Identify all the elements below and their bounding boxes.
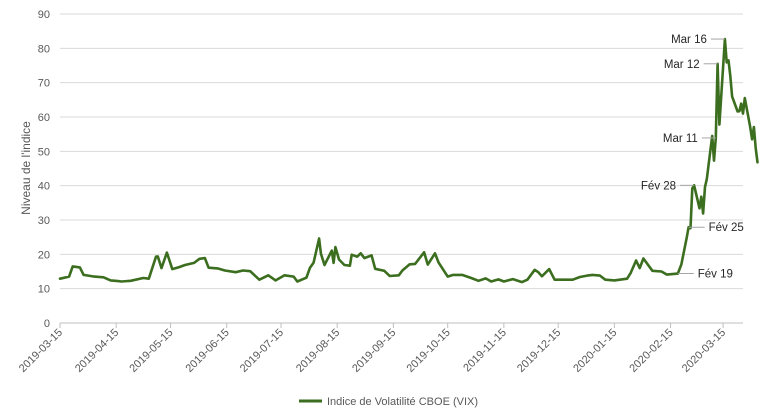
y-tick-label: 90: [38, 9, 50, 21]
y-tick-label: 40: [38, 181, 50, 193]
annotation: Mar 12: [664, 59, 718, 71]
annotation-label: Mar 12: [664, 59, 700, 71]
x-tick-label: 2019-08-15: [294, 327, 342, 375]
legend: Indice de Volatilité CBOE (VIX): [299, 396, 478, 408]
x-tick-label: 2020-03-15: [680, 327, 728, 375]
annotation-label: Mar 16: [671, 34, 707, 46]
x-tick-label: 2019-10-15: [405, 327, 453, 375]
y-axis-ticks: 0 10 20 30 40 50 60 70 80 90: [38, 9, 50, 330]
x-tick-label: 2020-02-15: [627, 327, 675, 375]
annotation: Mar 11: [663, 133, 716, 145]
x-tick-label: 2019-04-15: [73, 327, 121, 375]
y-tick-label: 60: [38, 112, 50, 124]
x-tick-label: 2019-03-15: [17, 327, 65, 375]
annotation: Fév 19: [677, 269, 733, 281]
y-axis-title: Niveau de l'indice: [19, 121, 33, 215]
annotation-label: Fév 28: [641, 180, 676, 192]
x-tick-label: 2019-09-15: [350, 327, 398, 375]
y-tick-label: 30: [38, 215, 50, 227]
x-tick-label: 2019-11-15: [461, 327, 509, 375]
annotations: Fév 19 Fév 25 Fév 28 Mar 11 Mar 12 Mar 16: [641, 34, 744, 280]
annotation: Mar 16: [671, 34, 725, 46]
x-tick-label: 2019-12-15: [515, 327, 563, 375]
y-tick-label: 10: [38, 284, 50, 296]
annotation: Fév 28: [641, 180, 695, 192]
annotation: Fév 25: [688, 222, 744, 234]
y-tick-label: 0: [44, 318, 50, 330]
x-tick-label: 2019-05-15: [127, 327, 175, 375]
legend-label: Indice de Volatilité CBOE (VIX): [327, 396, 478, 408]
annotation-label: Mar 11: [663, 133, 698, 145]
x-tick-label: 2020-01-15: [571, 327, 619, 375]
vix-series-line: [58, 37, 759, 284]
y-tick-label: 70: [38, 78, 50, 90]
series-layer: [58, 37, 759, 284]
x-tick-label: 2019-06-15: [184, 327, 232, 375]
annotation-label: Fév 19: [698, 269, 733, 281]
y-tick-label: 20: [38, 249, 50, 261]
y-tick-label: 50: [38, 146, 50, 158]
annotation-label: Fév 25: [709, 222, 744, 234]
gridlines: [60, 13, 743, 324]
x-axis-ticks: 2019-03-15 2019-04-15 2019-05-15 2019-06-15…: [17, 323, 728, 375]
x-tick-label: 2019-07-15: [238, 327, 286, 375]
y-tick-label: 80: [38, 43, 50, 55]
